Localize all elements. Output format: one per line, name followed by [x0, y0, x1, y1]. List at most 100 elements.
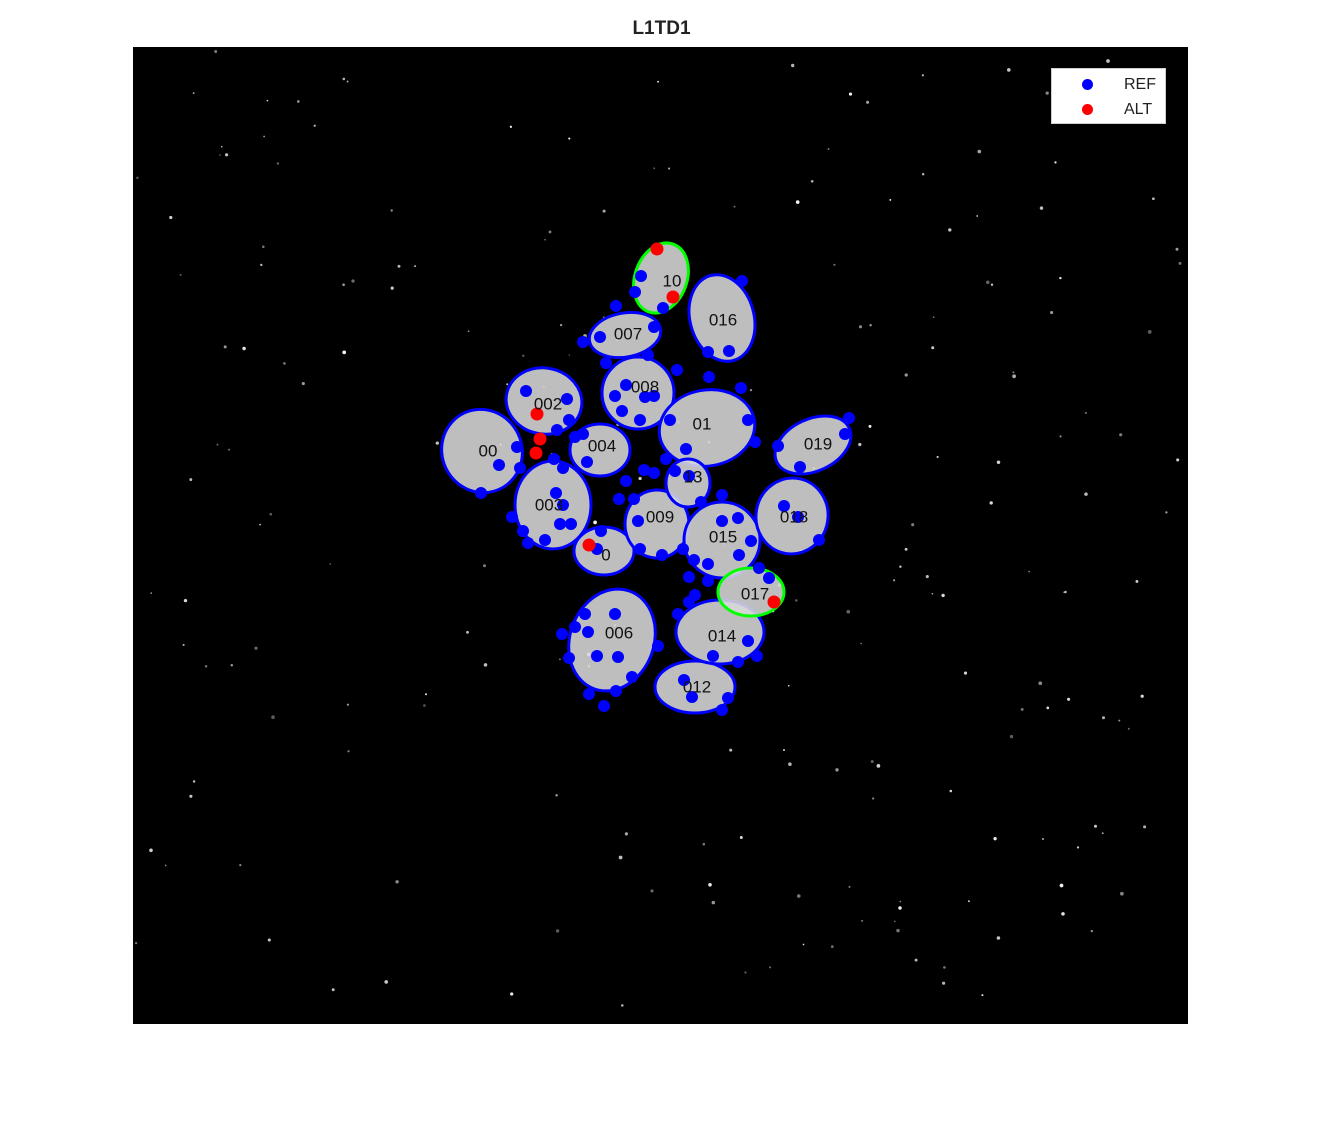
- speckle: [925, 575, 929, 579]
- ref-spot: [778, 500, 790, 512]
- speckle: [1059, 276, 1062, 280]
- speckle: [893, 920, 896, 923]
- ref-spot: [620, 379, 632, 391]
- speckle: [189, 794, 193, 798]
- speckle: [342, 350, 347, 355]
- speckle: [134, 941, 138, 945]
- speckle: [301, 382, 305, 386]
- cell-label: 13: [684, 467, 703, 486]
- cell-label: 018: [780, 507, 808, 526]
- speckle: [858, 442, 862, 447]
- speckle: [395, 880, 399, 884]
- speckle: [941, 593, 945, 598]
- speckle: [744, 971, 747, 974]
- speckle: [329, 563, 332, 565]
- cell-label-layer: 00 002 003 004 0 006 007 008 009 10 01 012 13 014 015 0…: [479, 271, 833, 696]
- speckle: [1020, 707, 1024, 711]
- speckle: [1012, 371, 1015, 374]
- speckle: [423, 704, 426, 707]
- speckle: [220, 145, 223, 148]
- ref-spot: [639, 391, 651, 403]
- speckle: [653, 167, 656, 170]
- speckle: [189, 478, 193, 482]
- ref-spot: [648, 467, 660, 479]
- speckle: [1106, 59, 1110, 63]
- speckle: [861, 919, 864, 922]
- speckle: [331, 988, 335, 992]
- ref-spot: [772, 440, 784, 452]
- cell-label: 015: [709, 527, 737, 546]
- alt-spot: [650, 242, 664, 256]
- ref-spot: [753, 562, 765, 574]
- ref-spot: [686, 691, 698, 703]
- speckle: [219, 154, 221, 156]
- ref-spot: [582, 626, 594, 638]
- alt-spots: [529, 242, 781, 609]
- speckle: [182, 643, 185, 646]
- ref-spot: [632, 515, 644, 527]
- ref-spot: [648, 390, 660, 402]
- ref-spot: [520, 385, 532, 397]
- speckle: [835, 768, 839, 772]
- speckle: [788, 762, 792, 766]
- ref-spot: [751, 650, 763, 662]
- ref-spot: [557, 462, 569, 474]
- speckle: [216, 443, 219, 446]
- ref-spot: [475, 487, 487, 499]
- speckle: [1007, 68, 1011, 72]
- speckle: [848, 92, 853, 96]
- speckle: [618, 855, 623, 860]
- speckle: [787, 684, 790, 687]
- ref-marker-icon: [1082, 79, 1093, 90]
- cell-label: 10: [663, 271, 682, 290]
- speckle: [263, 135, 265, 138]
- speckle: [390, 209, 393, 212]
- speckle: [708, 882, 712, 887]
- speckle: [283, 362, 286, 365]
- cell-label: 012: [683, 677, 711, 696]
- ref-spot: [657, 302, 669, 314]
- speckle: [225, 153, 229, 157]
- ref-spot: [652, 640, 664, 652]
- ref-spot: [514, 462, 526, 474]
- speckle: [1143, 825, 1147, 829]
- speckle: [548, 230, 552, 234]
- speckle: [228, 448, 230, 451]
- ref-spot: [813, 534, 825, 546]
- speckle: [1101, 832, 1104, 835]
- speckle: [860, 642, 862, 645]
- ref-spot: [736, 275, 748, 287]
- speckle: [384, 980, 389, 984]
- speckle: [1120, 891, 1124, 896]
- speckle: [769, 966, 772, 969]
- speckle: [1094, 824, 1097, 828]
- ref-spot: [522, 537, 534, 549]
- speckle: [830, 945, 834, 948]
- speckle: [192, 780, 196, 783]
- ref-spot: [554, 518, 566, 530]
- speckle: [183, 598, 188, 603]
- speckle: [1039, 206, 1044, 210]
- speckle: [346, 703, 349, 706]
- ref-spot: [634, 543, 646, 555]
- ref-spot: [506, 511, 518, 523]
- ref-spot: [638, 464, 650, 476]
- ref-spot: [551, 424, 563, 436]
- ref-spot: [745, 535, 757, 547]
- speckle: [1059, 883, 1064, 888]
- cell-label: 00: [479, 441, 498, 460]
- speckle: [904, 373, 908, 377]
- cell-label: 002: [534, 394, 562, 413]
- speckle: [342, 283, 345, 286]
- cell-label: 007: [614, 324, 642, 343]
- cell-outline-019: [773, 414, 853, 476]
- ref-spot: [689, 589, 701, 601]
- ref-spot: [563, 652, 575, 664]
- speckle: [733, 205, 736, 208]
- speckle: [1063, 591, 1066, 594]
- speckle: [1175, 247, 1179, 251]
- ref-spot: [556, 628, 568, 640]
- ref-spot: [671, 364, 683, 376]
- speckle: [1090, 929, 1094, 933]
- speckle: [943, 966, 946, 969]
